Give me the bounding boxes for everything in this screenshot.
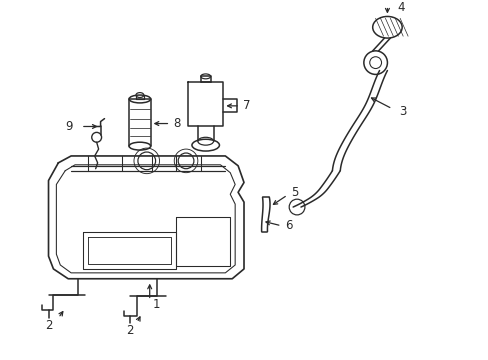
Text: 4: 4: [396, 1, 404, 14]
Text: 2: 2: [126, 324, 134, 337]
Text: 6: 6: [285, 219, 292, 232]
Text: 2: 2: [45, 319, 52, 332]
Ellipse shape: [372, 17, 401, 38]
Text: 1: 1: [153, 298, 160, 311]
Text: 7: 7: [243, 99, 250, 112]
Text: 5: 5: [291, 186, 298, 199]
Text: 8: 8: [173, 117, 180, 130]
Text: 9: 9: [65, 120, 73, 133]
Text: 3: 3: [398, 105, 406, 118]
